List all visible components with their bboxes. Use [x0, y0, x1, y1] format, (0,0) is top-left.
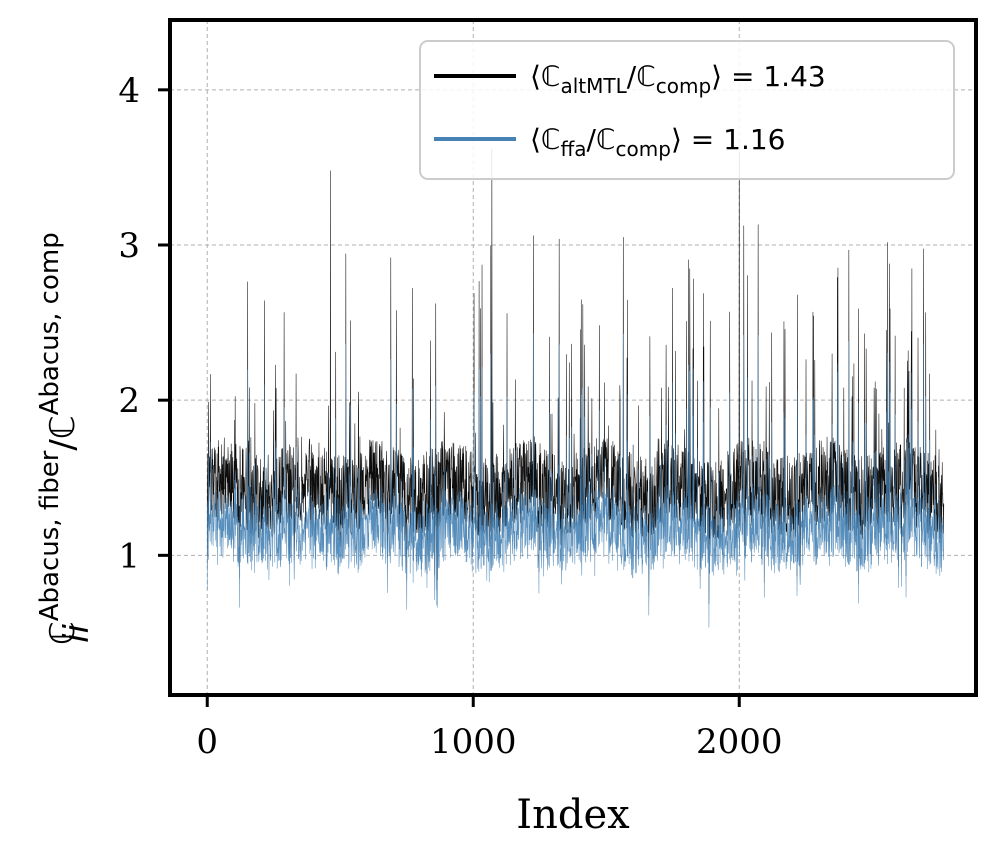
- svg-text:ℂAbacus, fiber/ℂAbacus, comp: ℂAbacus, fiber/ℂAbacus, comp: [35, 232, 83, 645]
- x-tick-label: 2000: [696, 722, 783, 762]
- x-axis-title: Index: [516, 792, 630, 838]
- y-axis: 1 2 3 4: [118, 71, 170, 576]
- x-tick-label: 0: [196, 722, 218, 762]
- ylabel-base-sub: ii: [57, 624, 97, 643]
- ylabel-div-sup: Abacus, comp: [35, 232, 65, 415]
- series-layer: [206, 148, 945, 628]
- legend-label-altMTL: ⟨ℂaltMTL/ℂcomp⟩ = 1.43: [530, 60, 826, 98]
- y-tick-label: 3: [118, 226, 140, 266]
- ylabel-base-sup: Abacus, fiber: [35, 450, 65, 621]
- x-axis: 0 1000 2000: [196, 695, 783, 762]
- ylabel-divider: /ℂ: [43, 415, 83, 450]
- legend-box: [419, 40, 955, 180]
- y-tick-label: 2: [118, 381, 140, 421]
- x-tick-label: 1000: [430, 722, 517, 762]
- legend-label-ffa: ⟨ℂffa/ℂcomp⟩ = 1.16: [530, 123, 785, 161]
- ylabel-base: ℂ: [43, 621, 83, 645]
- y-tick-label: 4: [118, 71, 140, 111]
- series-line-ffa: [206, 333, 945, 628]
- y-axis-title: ℂAbacus, fiber/ℂAbacus, comp ii: [35, 232, 97, 645]
- legend: ⟨ℂaltMTL/ℂcomp⟩ = 1.43 ⟨ℂffa/ℂcomp⟩ = 1.…: [419, 40, 955, 180]
- series-line-altMTL: [206, 148, 945, 604]
- plot-frame: [168, 18, 978, 697]
- y-tick-label: 1: [118, 536, 140, 576]
